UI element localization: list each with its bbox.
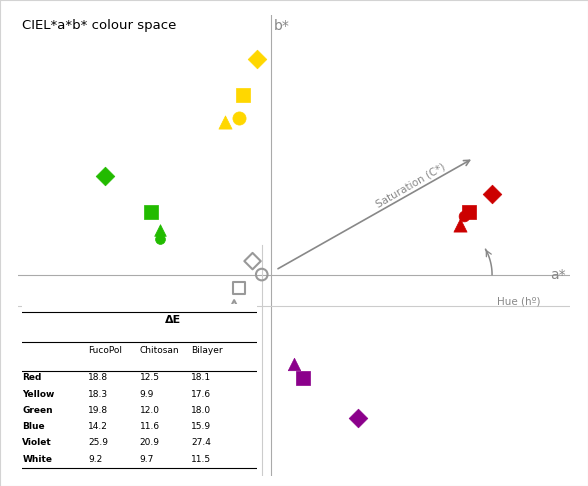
Point xyxy=(354,414,363,422)
Point xyxy=(460,212,469,220)
Point xyxy=(101,172,110,180)
Text: Green: Green xyxy=(22,406,53,415)
Point xyxy=(229,302,239,310)
Text: a*: a* xyxy=(550,268,566,281)
Text: 18.3: 18.3 xyxy=(88,390,108,399)
Point xyxy=(487,190,497,198)
Text: Violet: Violet xyxy=(22,438,52,448)
Text: 15.9: 15.9 xyxy=(191,422,212,431)
Text: 18.1: 18.1 xyxy=(191,373,212,382)
Text: 20.9: 20.9 xyxy=(140,438,160,448)
Text: 9.2: 9.2 xyxy=(88,454,102,464)
Point xyxy=(156,235,165,243)
Point xyxy=(220,118,229,126)
Text: 19.8: 19.8 xyxy=(88,406,108,415)
Point xyxy=(234,114,243,122)
Text: Red: Red xyxy=(22,373,42,382)
Text: Hue (hº): Hue (hº) xyxy=(497,297,540,307)
Text: 12.0: 12.0 xyxy=(140,406,160,415)
Point xyxy=(299,374,308,382)
Text: 9.9: 9.9 xyxy=(140,390,154,399)
Point xyxy=(179,400,188,408)
Point xyxy=(465,208,474,216)
Point xyxy=(156,226,165,234)
Text: 9.7: 9.7 xyxy=(140,454,154,464)
Text: 18.8: 18.8 xyxy=(88,373,108,382)
Text: Saturation (C*): Saturation (C*) xyxy=(374,161,447,209)
Point xyxy=(188,369,198,377)
Point xyxy=(239,91,248,99)
Point xyxy=(234,284,243,292)
Text: Chitosan: Chitosan xyxy=(140,346,179,355)
Point xyxy=(455,221,465,229)
Text: Yellow: Yellow xyxy=(22,390,55,399)
Point xyxy=(252,55,262,63)
Text: CIEL*a*b* colour space: CIEL*a*b* colour space xyxy=(22,19,176,32)
Text: 14.2: 14.2 xyxy=(88,422,108,431)
Point xyxy=(248,257,258,265)
Point xyxy=(146,208,156,216)
Text: Blue: Blue xyxy=(22,422,45,431)
Text: 12.5: 12.5 xyxy=(140,373,160,382)
Point xyxy=(202,351,211,359)
Text: 27.4: 27.4 xyxy=(191,438,211,448)
Point xyxy=(257,271,266,278)
Text: 11.5: 11.5 xyxy=(191,454,212,464)
Text: ΔE: ΔE xyxy=(165,315,181,326)
Text: FucoPol: FucoPol xyxy=(88,346,122,355)
Text: b*: b* xyxy=(273,19,289,33)
Point xyxy=(289,360,299,368)
Text: 11.6: 11.6 xyxy=(140,422,160,431)
Text: 18.0: 18.0 xyxy=(191,406,212,415)
Text: White: White xyxy=(22,454,52,464)
Text: Bilayer: Bilayer xyxy=(191,346,223,355)
Text: 17.6: 17.6 xyxy=(191,390,212,399)
Text: 25.9: 25.9 xyxy=(88,438,108,448)
